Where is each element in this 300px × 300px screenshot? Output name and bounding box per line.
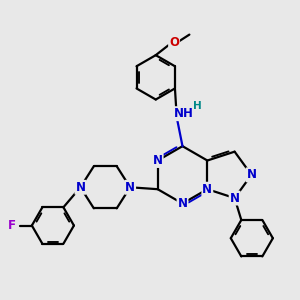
Text: N: N <box>247 168 256 182</box>
Text: N: N <box>75 181 85 194</box>
Text: F: F <box>8 219 16 232</box>
Text: N: N <box>178 197 188 210</box>
Text: N: N <box>230 192 240 205</box>
Text: N: N <box>153 154 163 167</box>
Text: N: N <box>125 181 135 194</box>
Text: N: N <box>202 183 212 196</box>
Text: NH: NH <box>174 107 194 120</box>
Text: H: H <box>194 101 202 111</box>
Text: O: O <box>169 36 179 49</box>
